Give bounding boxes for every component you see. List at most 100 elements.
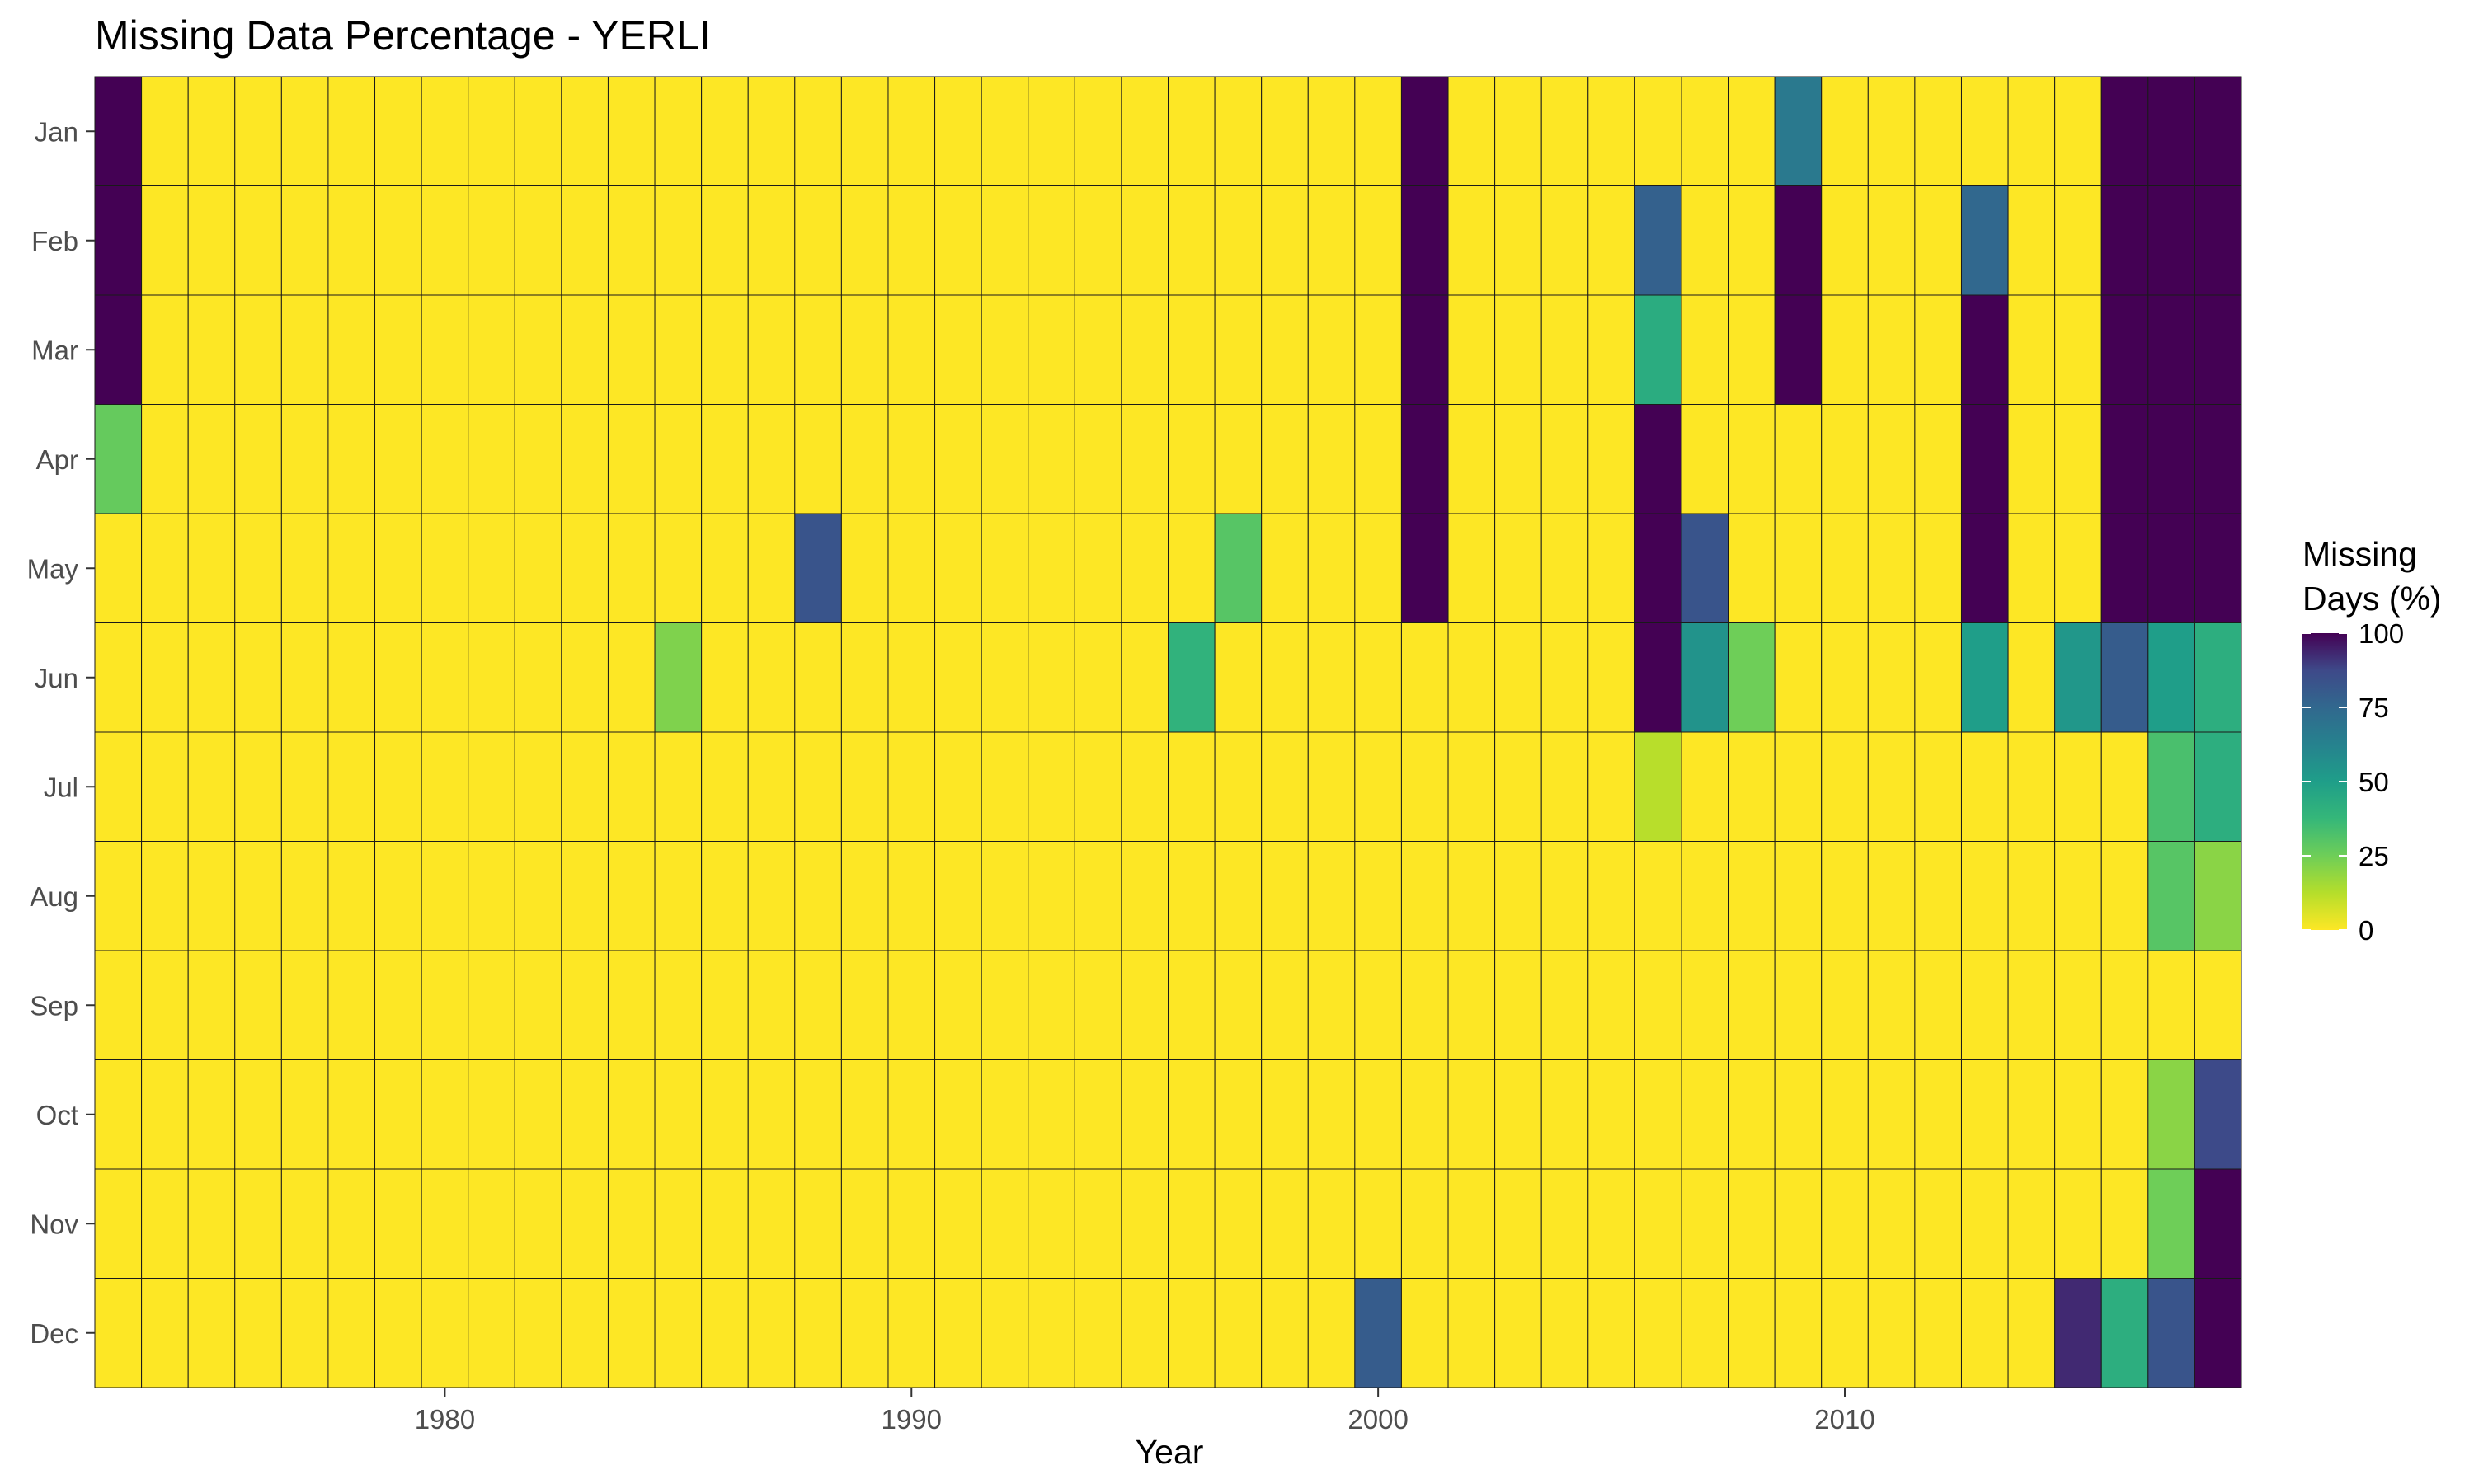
cell-2015-apr xyxy=(2054,404,2102,514)
cell-2013-nov xyxy=(1960,1168,2009,1279)
cell-1999-sep xyxy=(1307,950,1356,1060)
cell-1992-sep xyxy=(981,950,1029,1060)
cell-2007-feb xyxy=(1681,186,1729,296)
cell-2016-jan xyxy=(2100,76,2149,186)
cell-1974-sep xyxy=(141,950,189,1060)
cell-1974-apr xyxy=(141,404,189,514)
cell-1979-oct xyxy=(374,1059,422,1170)
y-tick-label-may: May xyxy=(27,553,79,584)
x-tick-label-1980: 1980 xyxy=(415,1404,475,1435)
cell-1984-aug xyxy=(607,841,656,951)
cell-1999-feb xyxy=(1307,186,1356,296)
x-axis: 1980 1990 2000 2010 xyxy=(415,1388,1875,1435)
cell-1989-sep xyxy=(840,950,889,1060)
cell-1995-nov xyxy=(1121,1168,1169,1279)
cell-2006-apr xyxy=(1634,404,1682,514)
cell-1983-jun xyxy=(561,622,609,733)
cell-1999-jan xyxy=(1307,76,1356,186)
cell-2014-oct xyxy=(2007,1059,2056,1170)
cell-1982-aug xyxy=(514,841,562,951)
cell-1998-nov xyxy=(1261,1168,1309,1279)
cell-2016-apr xyxy=(2100,404,2149,514)
cell-1993-aug xyxy=(1028,841,1075,951)
cell-2005-dec xyxy=(1587,1278,1635,1388)
cell-1981-aug xyxy=(468,841,515,951)
cell-1999-jul xyxy=(1307,731,1356,842)
cell-1997-may xyxy=(1214,513,1263,623)
cell-2006-jul xyxy=(1634,731,1682,842)
legend-title-line-1: Missing xyxy=(2302,535,2417,573)
cell-1983-jul xyxy=(561,731,609,842)
cell-1985-jun xyxy=(654,622,703,733)
cell-1985-jan xyxy=(654,76,703,186)
cell-1980-sep xyxy=(421,950,469,1060)
cell-2012-dec xyxy=(1914,1278,1962,1388)
cell-2011-oct xyxy=(1867,1059,1916,1170)
y-tick-label-dec: Dec xyxy=(30,1318,78,1349)
y-axis: Jan Feb Mar Apr May Jun Jul Aug Sep Oct Nov Dec xyxy=(27,116,95,1349)
cell-2000-oct xyxy=(1354,1059,1402,1170)
y-tick-label-mar: Mar xyxy=(31,335,78,365)
cell-1989-nov xyxy=(840,1168,889,1279)
cell-2015-jul xyxy=(2054,731,2102,842)
cell-2015-oct xyxy=(2054,1059,2102,1170)
cell-1990-dec xyxy=(887,1278,936,1388)
cell-1999-jun xyxy=(1307,622,1356,733)
legend-ticks: 0 25 50 75 100 xyxy=(2302,618,2404,946)
cell-1992-may xyxy=(981,513,1029,623)
cell-2014-feb xyxy=(2007,186,2056,296)
chart-title: Missing Data Percentage - YERLI xyxy=(95,12,711,59)
cell-1982-sep xyxy=(514,950,562,1060)
cell-2003-apr xyxy=(1494,404,1542,514)
cell-1994-apr xyxy=(1074,404,1122,514)
cell-2010-oct xyxy=(1821,1059,1869,1170)
cell-1998-oct xyxy=(1261,1059,1309,1170)
cell-1978-apr xyxy=(327,404,376,514)
cell-1984-may xyxy=(607,513,656,623)
cell-1983-apr xyxy=(561,404,609,514)
cell-2005-aug xyxy=(1587,841,1635,951)
cell-2017-dec xyxy=(2147,1278,2195,1388)
cell-1988-feb xyxy=(794,186,842,296)
cell-1977-jul xyxy=(280,731,329,842)
cell-1981-mar xyxy=(468,294,515,405)
cell-2001-nov xyxy=(1400,1168,1449,1279)
cell-2006-feb xyxy=(1634,186,1682,296)
cell-2007-jul xyxy=(1681,731,1729,842)
legend-tick-label-100: 100 xyxy=(2359,618,2404,649)
cell-1995-mar xyxy=(1121,294,1169,405)
cell-1983-mar xyxy=(561,294,609,405)
cell-2002-dec xyxy=(1447,1278,1496,1388)
cell-2013-jul xyxy=(1960,731,2009,842)
cell-1973-feb xyxy=(94,186,143,296)
cell-2005-jan xyxy=(1587,76,1635,186)
cell-2003-nov xyxy=(1494,1168,1542,1279)
cell-2010-aug xyxy=(1821,841,1869,951)
cell-2006-dec xyxy=(1634,1278,1682,1388)
cell-1973-jun xyxy=(94,622,143,733)
cell-1988-dec xyxy=(794,1278,842,1388)
cell-2001-jun xyxy=(1400,622,1449,733)
cell-1981-jul xyxy=(468,731,515,842)
cell-1984-mar xyxy=(607,294,656,405)
cell-1981-jan xyxy=(468,76,515,186)
cell-1996-jan xyxy=(1168,76,1216,186)
cell-2009-aug xyxy=(1774,841,1823,951)
cell-2007-aug xyxy=(1681,841,1729,951)
cell-1987-sep xyxy=(747,950,796,1060)
y-tick-label-jun: Jun xyxy=(35,663,78,693)
cell-1991-oct xyxy=(934,1059,982,1170)
cell-1980-jun xyxy=(421,622,469,733)
cell-2011-nov xyxy=(1867,1168,1916,1279)
cell-2013-dec xyxy=(1960,1278,2009,1388)
cell-1977-feb xyxy=(280,186,329,296)
cell-2006-mar xyxy=(1634,294,1682,405)
cell-1978-jun xyxy=(327,622,376,733)
cell-1976-jan xyxy=(234,76,282,186)
cell-1985-apr xyxy=(654,404,703,514)
cell-2017-jul xyxy=(2147,731,2195,842)
cell-1981-oct xyxy=(468,1059,515,1170)
cell-1988-mar xyxy=(794,294,842,405)
x-tick-label-2010: 2010 xyxy=(1814,1404,1874,1435)
cell-1975-mar xyxy=(187,294,236,405)
